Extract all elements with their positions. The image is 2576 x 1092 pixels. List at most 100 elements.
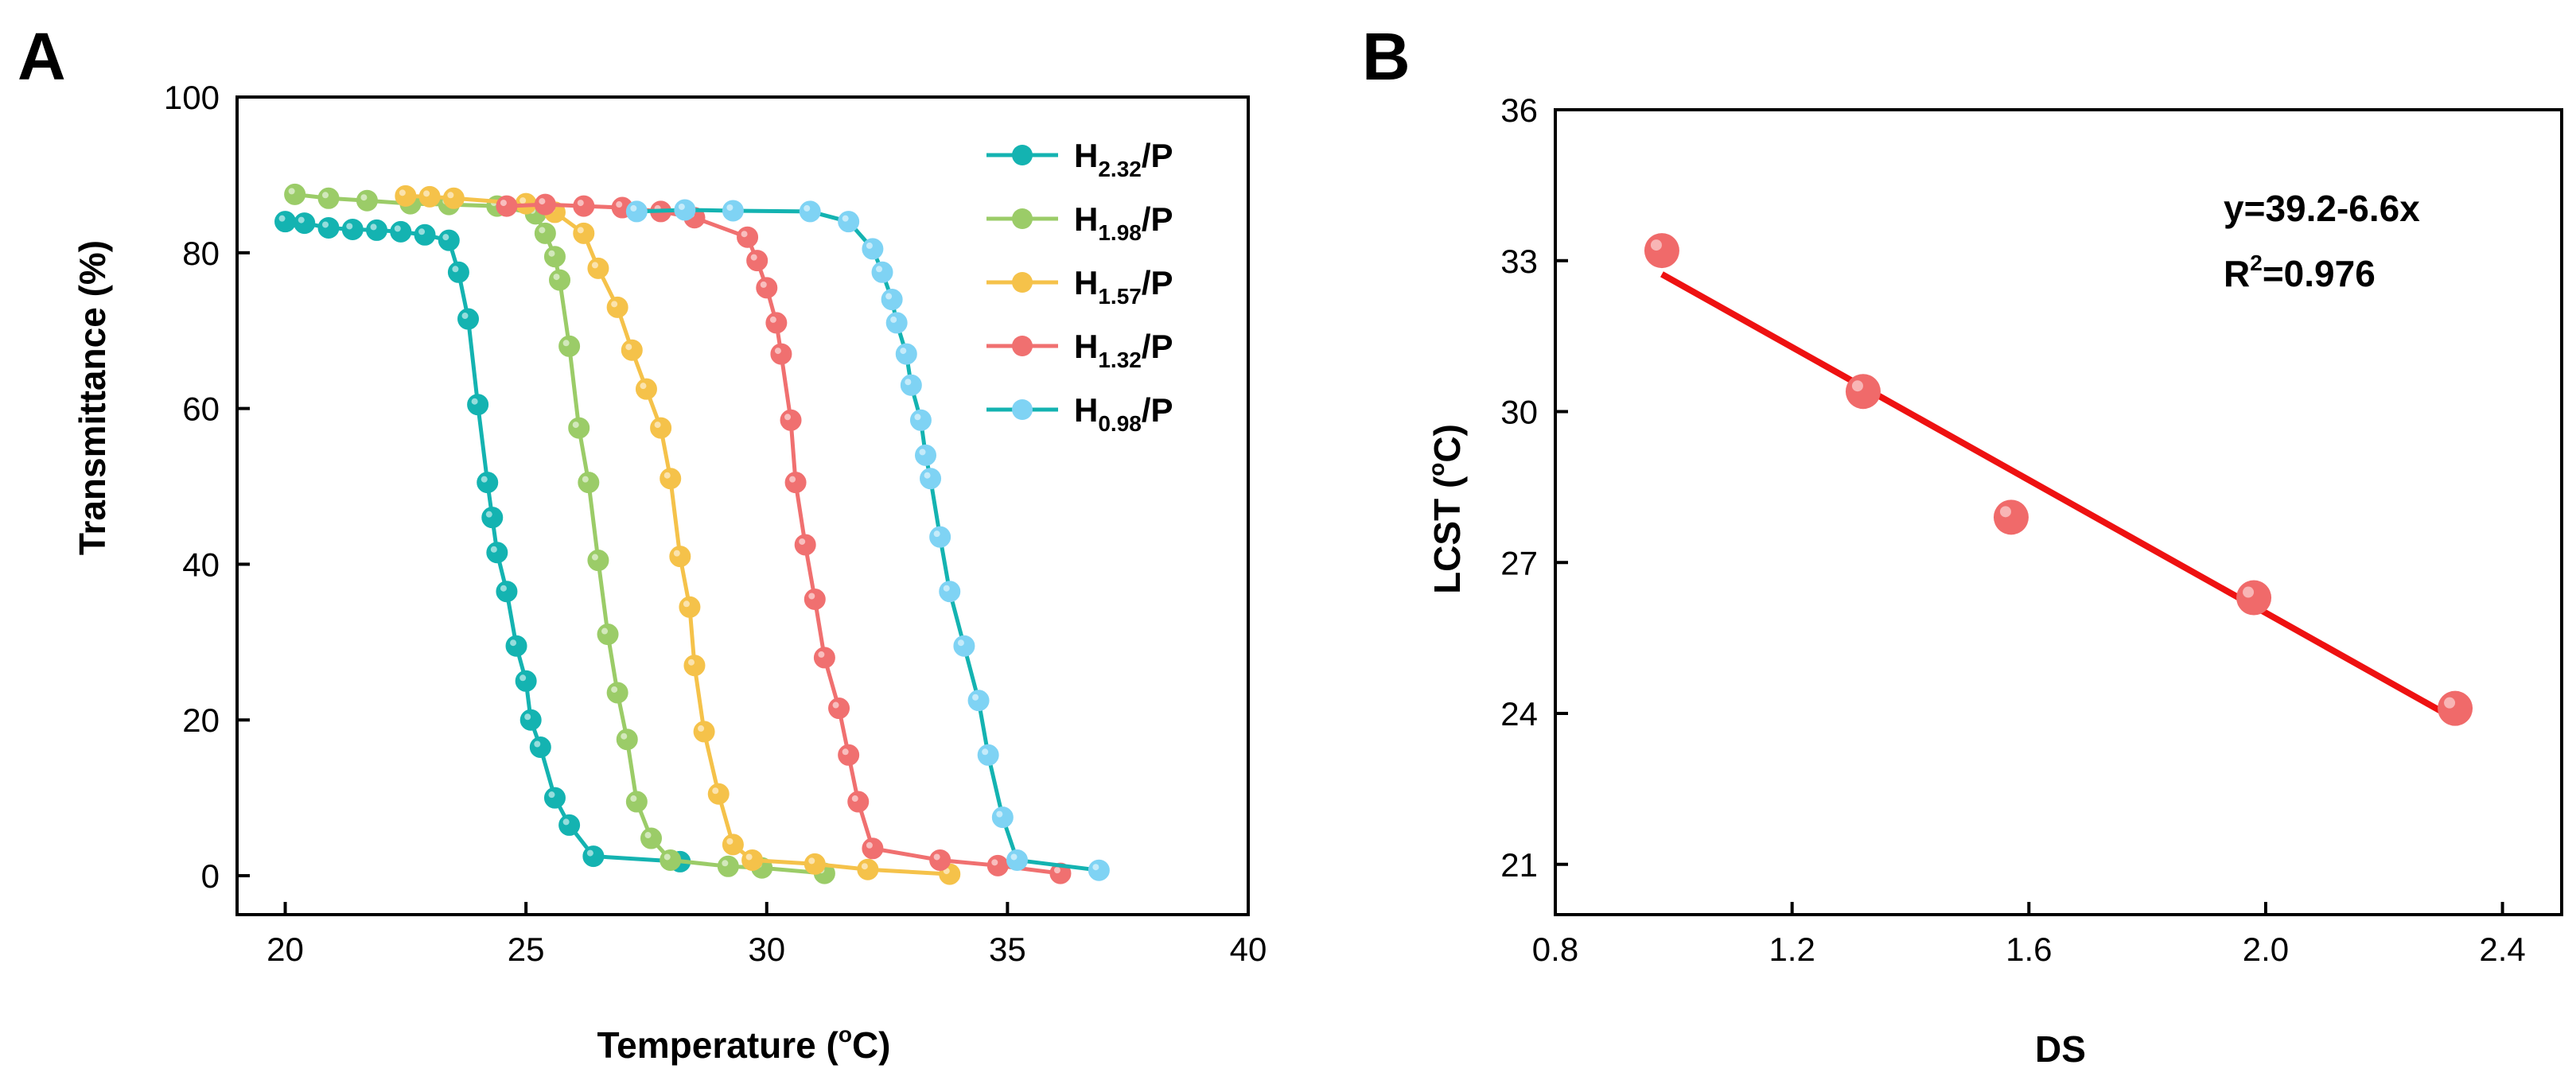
- data-point: [977, 744, 999, 766]
- data-point-highlight: [861, 863, 868, 870]
- y-tick-label: 33: [1500, 243, 1538, 280]
- data-point-highlight: [591, 554, 598, 561]
- data-point-highlight: [562, 340, 570, 347]
- data-point: [669, 546, 691, 568]
- data-point-highlight: [769, 316, 776, 323]
- series-1.32: [496, 193, 1072, 884]
- y-tick-label: 27: [1500, 544, 1538, 581]
- data-point: [573, 195, 595, 217]
- data-point: [597, 624, 619, 646]
- data-point-highlight: [789, 476, 796, 483]
- data-point: [804, 588, 826, 610]
- data-point: [707, 783, 730, 805]
- data-point-highlight: [510, 639, 517, 647]
- panel-b-y-axis-title: LCST (oC): [1424, 424, 1468, 594]
- data-point: [838, 744, 860, 766]
- data-point: [447, 261, 469, 283]
- x-tick-label: 0.8: [1532, 931, 1578, 968]
- data-point: [847, 791, 870, 813]
- panel-b-x-axis-title: DS: [2035, 1028, 2086, 1070]
- data-point-highlight: [1851, 380, 1863, 392]
- data-point: [294, 212, 316, 235]
- data-point: [395, 185, 417, 207]
- data-point: [390, 220, 412, 243]
- data-point: [635, 378, 657, 400]
- data-point: [765, 312, 788, 334]
- series-line: [294, 192, 825, 876]
- data-point: [2236, 580, 2272, 616]
- data-point: [722, 834, 744, 856]
- legend-marker: [1012, 145, 1033, 165]
- data-point-highlight: [933, 853, 940, 861]
- x-tick-label: 1.2: [1769, 931, 1815, 968]
- data-point: [274, 211, 297, 233]
- data-point-highlight: [524, 713, 531, 721]
- data-point-highlight: [519, 674, 527, 682]
- data-point: [543, 787, 566, 809]
- data-point-highlight: [760, 281, 767, 288]
- data-point-highlight: [750, 254, 757, 261]
- data-point-highlight: [687, 659, 695, 666]
- data-point: [529, 736, 551, 759]
- data-point: [1993, 499, 2029, 535]
- data-point: [587, 257, 609, 279]
- data-point-highlight: [673, 550, 680, 557]
- data-point-highlight: [586, 849, 593, 857]
- data-point-highlight: [741, 231, 748, 238]
- legend-label: H1.98/P: [1074, 200, 1173, 245]
- data-point: [939, 581, 961, 603]
- data-point: [341, 218, 364, 240]
- panel-a-x-axis-title: Temperature (oC): [597, 1022, 891, 1066]
- data-point: [496, 581, 518, 603]
- data-point: [838, 211, 860, 233]
- panel-b-annotation: y=39.2-6.6x R2=0.976: [2224, 188, 2420, 294]
- data-point-highlight: [1999, 506, 2011, 518]
- legend-item-2.32: H2.32/P: [986, 137, 1173, 181]
- data-point: [582, 845, 605, 868]
- data-point-highlight: [996, 810, 1003, 818]
- data-point: [885, 312, 908, 334]
- data-point: [317, 216, 340, 239]
- y-tick-label: 40: [182, 546, 220, 583]
- panel-a-letter: A: [18, 19, 66, 94]
- legend-marker: [1012, 336, 1033, 356]
- data-point-highlight: [500, 200, 507, 207]
- data-point: [693, 721, 715, 743]
- data-point-highlight: [866, 841, 873, 849]
- data-point-highlight: [288, 188, 295, 195]
- data-point-highlight: [851, 795, 858, 802]
- data-point: [881, 289, 903, 311]
- data-point-highlight: [900, 348, 907, 355]
- data-point: [741, 849, 764, 871]
- data-point: [828, 698, 850, 720]
- data-point: [1644, 233, 1679, 269]
- data-point: [722, 200, 744, 222]
- data-point: [986, 854, 1009, 876]
- panel-b: B 0.8 1.2 1.6 2.0 2.4 21 24 27 30 33 36 DS LCST (o…: [1362, 19, 2563, 1070]
- y-tick-label: 0: [201, 857, 220, 895]
- data-point-highlight: [616, 201, 623, 208]
- data-point-highlight: [866, 242, 873, 249]
- legend-item-0.98: H0.98/P: [986, 391, 1173, 436]
- data-point-highlight: [972, 694, 979, 701]
- data-point: [534, 193, 556, 216]
- data-point: [920, 468, 942, 490]
- data-point-highlight: [644, 832, 652, 839]
- data-point-highlight: [957, 639, 964, 647]
- y-tick-label: 100: [164, 79, 220, 116]
- data-point-highlight: [582, 476, 589, 483]
- data-point-highlight: [698, 725, 705, 732]
- x-tick-label: 2.0: [2243, 931, 2289, 968]
- data-point-highlight: [500, 585, 507, 592]
- data-point: [953, 635, 975, 657]
- data-point-highlight: [360, 194, 368, 201]
- data-point: [640, 827, 663, 849]
- data-point-highlight: [818, 651, 825, 658]
- data-point-highlight: [982, 748, 989, 756]
- data-point: [1006, 849, 1028, 871]
- data-point: [900, 374, 922, 396]
- x-tick-label: 1.6: [2006, 931, 2052, 968]
- data-point-highlight: [418, 228, 426, 235]
- data-point-highlight: [452, 266, 459, 273]
